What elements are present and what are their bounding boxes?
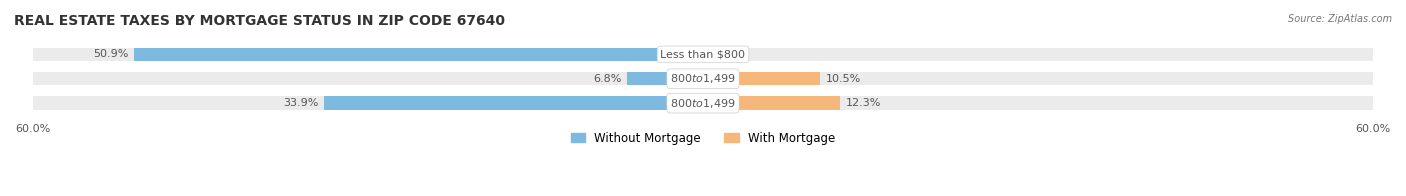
Legend: Without Mortgage, With Mortgage: Without Mortgage, With Mortgage (567, 127, 839, 149)
Bar (703, 72, 1374, 85)
Bar (325, 96, 703, 110)
Text: Less than $800: Less than $800 (661, 49, 745, 59)
Text: 50.9%: 50.9% (93, 49, 129, 59)
Text: 10.5%: 10.5% (825, 74, 860, 84)
Text: 6.8%: 6.8% (593, 74, 621, 84)
Bar (703, 96, 1374, 110)
Text: 33.9%: 33.9% (283, 98, 319, 108)
Bar (32, 48, 703, 61)
Text: 0.0%: 0.0% (709, 49, 737, 59)
Bar (627, 72, 703, 85)
Bar (32, 72, 703, 85)
Text: Source: ZipAtlas.com: Source: ZipAtlas.com (1288, 14, 1392, 24)
Bar (703, 96, 841, 110)
Bar (32, 96, 703, 110)
Text: $800 to $1,499: $800 to $1,499 (671, 97, 735, 110)
Text: $800 to $1,499: $800 to $1,499 (671, 72, 735, 85)
Bar (135, 48, 703, 61)
Text: 12.3%: 12.3% (846, 98, 882, 108)
Bar (703, 72, 820, 85)
Bar (703, 48, 1374, 61)
Text: REAL ESTATE TAXES BY MORTGAGE STATUS IN ZIP CODE 67640: REAL ESTATE TAXES BY MORTGAGE STATUS IN … (14, 14, 505, 28)
